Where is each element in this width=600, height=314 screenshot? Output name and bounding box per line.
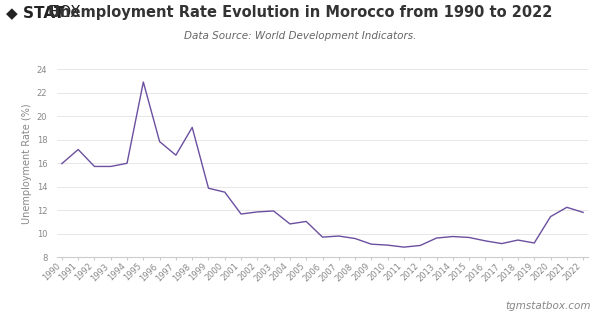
Y-axis label: Unemployment Rate (%): Unemployment Rate (%) [22,103,32,224]
Text: ◆ STAT: ◆ STAT [6,5,65,20]
Text: Unemployment Rate Evolution in Morocco from 1990 to 2022: Unemployment Rate Evolution in Morocco f… [48,5,552,20]
Text: Data Source: World Development Indicators.: Data Source: World Development Indicator… [184,31,416,41]
Text: BOX: BOX [49,5,81,20]
Text: tgmstatbox.com: tgmstatbox.com [505,301,591,311]
